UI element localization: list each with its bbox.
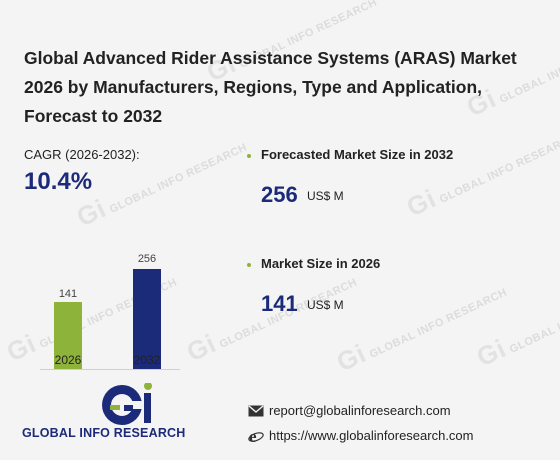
current-unit: US$ M [307, 298, 344, 312]
forecast-value: 256 [261, 182, 298, 207]
watermark: GiGLOBAL INFO RESEARCH [472, 281, 560, 373]
current-label: Market Size in 2026 [261, 256, 381, 271]
logo-text: GLOBAL INFO RESEARCH [22, 426, 186, 440]
chart-axis [40, 369, 180, 370]
year-label-2032: 2032 [133, 353, 161, 367]
bar-label-2026: 141 [58, 288, 78, 300]
year-label-2026: 2026 [54, 353, 82, 367]
gi-logo-icon [102, 383, 152, 425]
page-title: Global Advanced Rider Assistance Systems… [24, 48, 517, 126]
bullet-icon [247, 263, 251, 267]
svg-text:e: e [249, 428, 257, 444]
bar-label-2032: 256 [137, 253, 157, 265]
cagr-value: 10.4% [24, 168, 93, 195]
website-link[interactable]: https://www.globalinforesearch.com [269, 428, 474, 443]
watermark: GiGLOBAL INFO RESEARCH [402, 131, 560, 223]
cagr-label: CAGR (2026-2032): [24, 147, 140, 162]
current-value: 141 [261, 291, 298, 316]
forecast-unit: US$ M [307, 189, 344, 203]
bar-2032 [133, 269, 161, 369]
watermark: GiGLOBAL INFO RESEARCH [72, 141, 250, 233]
email-link[interactable]: report@globalinforesearch.com [269, 403, 451, 418]
bullet-icon [247, 154, 251, 158]
forecast-label: Forecasted Market Size in 2032 [261, 147, 454, 162]
watermark: GiGLOBAL INFO RESEARCH [332, 286, 510, 378]
bar-2026 [54, 302, 82, 369]
email-icon [248, 405, 264, 417]
browser-icon: e [248, 428, 264, 444]
